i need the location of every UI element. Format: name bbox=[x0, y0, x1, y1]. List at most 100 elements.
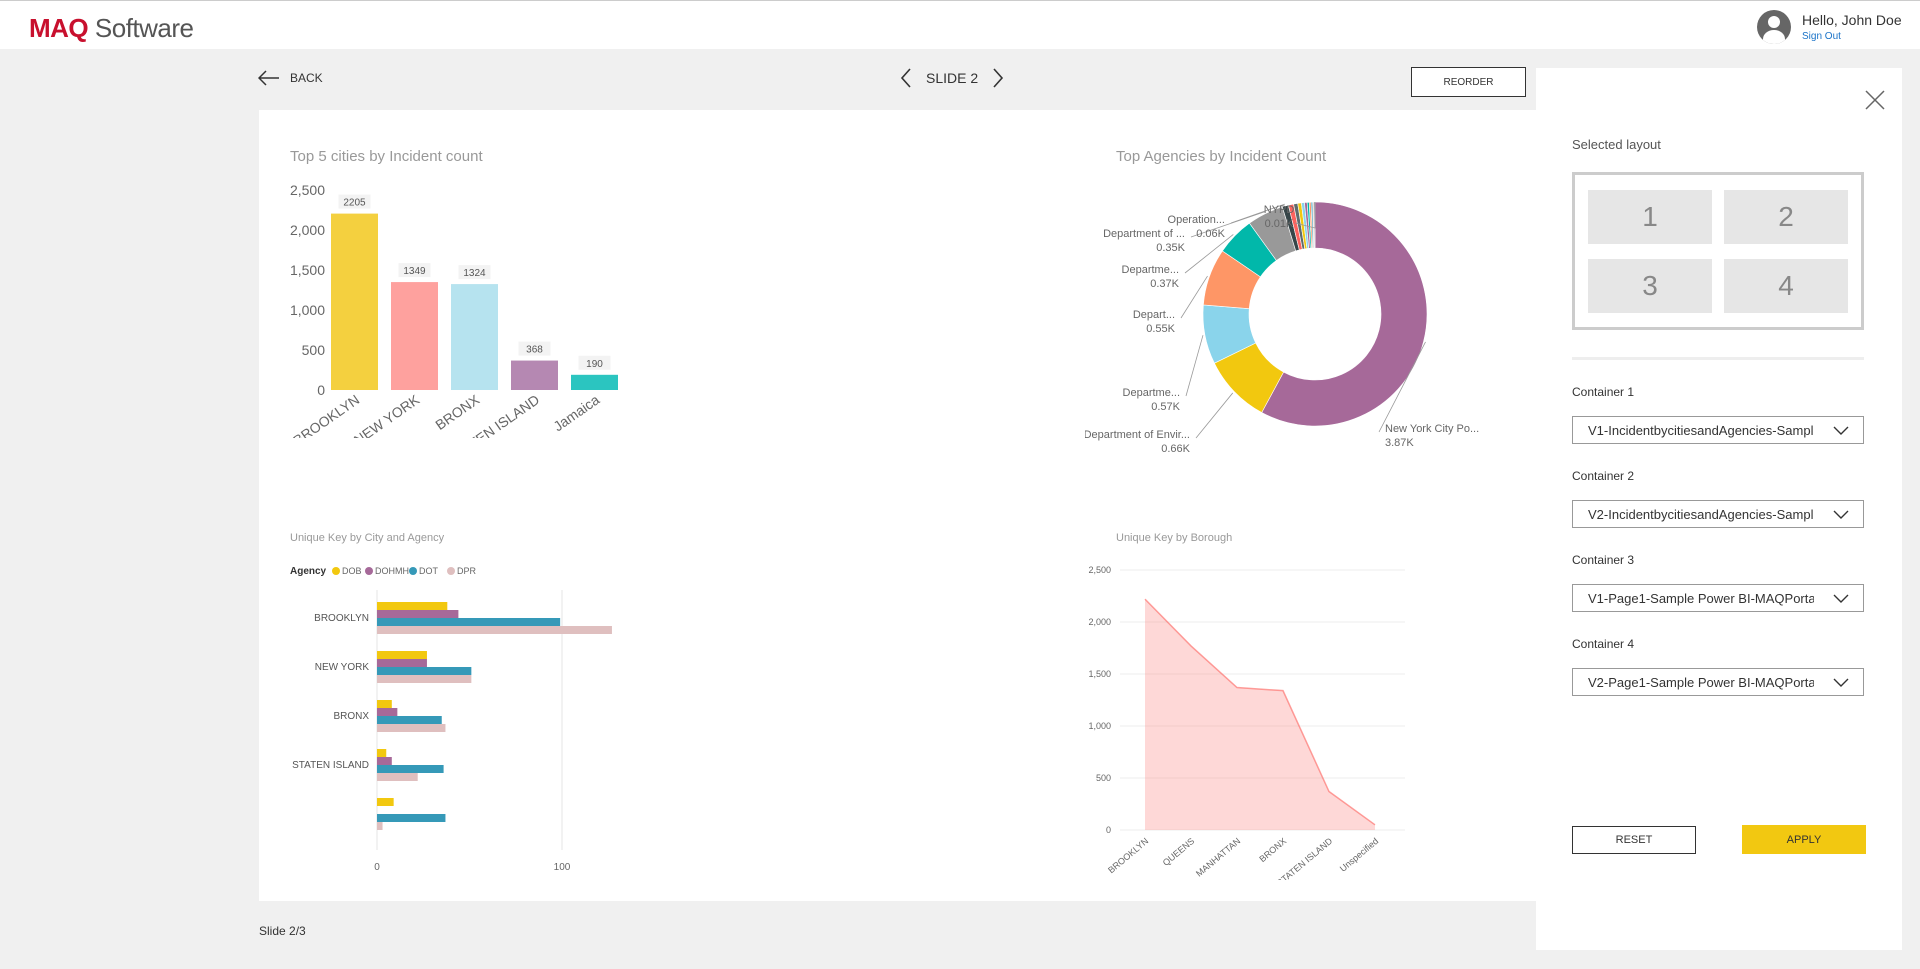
leader-line bbox=[1195, 392, 1234, 439]
x-tick-label: BRONX bbox=[432, 391, 483, 433]
back-button[interactable]: BACK bbox=[258, 68, 323, 88]
prev-slide-button[interactable] bbox=[900, 68, 912, 88]
chevron-down-icon bbox=[1833, 510, 1849, 519]
data-label-bg bbox=[338, 194, 371, 209]
bar bbox=[377, 675, 472, 683]
y-tick-label: 2,500 bbox=[290, 182, 325, 198]
layout-tile-1[interactable]: 1 bbox=[1588, 190, 1712, 244]
logo: MAQ Software bbox=[29, 13, 194, 43]
container-2-select[interactable]: V2-IncidentbycitiesandAgencies-Sample bbox=[1572, 500, 1864, 528]
data-label-bg bbox=[518, 341, 551, 356]
chevron-down-icon bbox=[1833, 594, 1849, 603]
slice-value: 0.35K bbox=[1156, 242, 1185, 254]
avatar[interactable] bbox=[1757, 10, 1791, 44]
leader-line bbox=[1184, 234, 1234, 274]
layout-tile-3[interactable]: 3 bbox=[1588, 259, 1712, 313]
bar bbox=[451, 284, 498, 390]
legend-title: Agency bbox=[290, 566, 327, 577]
x-tick-label: Jamaica bbox=[550, 391, 602, 434]
legend-label: DOHMH bbox=[375, 566, 409, 576]
y-tick-label: 1,000 bbox=[1088, 721, 1111, 731]
bar bbox=[377, 700, 392, 708]
x-tick-label: 100 bbox=[554, 862, 571, 873]
chevron-left-icon bbox=[900, 68, 911, 88]
slice-label: New York City Po... bbox=[1385, 423, 1479, 435]
bar bbox=[377, 716, 442, 724]
selected-layout-label: Selected layout bbox=[1572, 137, 1661, 152]
legend-label: DPR bbox=[457, 566, 477, 576]
container-4-select[interactable]: V2-Page1-Sample Power BI-MAQPortal bbox=[1572, 668, 1864, 696]
y-tick-label: 500 bbox=[1096, 773, 1111, 783]
back-label: BACK bbox=[290, 71, 323, 85]
container-1-label: Container 1 bbox=[1572, 385, 1635, 399]
slice-label: Departme... bbox=[1122, 264, 1179, 276]
close-button[interactable] bbox=[1865, 90, 1885, 110]
slice-label: NYPD bbox=[1264, 204, 1295, 216]
bar-chart: 0 500 1,000 1,500 2,000 2,500 2205 BROOKLYN 1349… bbox=[290, 182, 618, 438]
reorder-button[interactable]: REORDER bbox=[1411, 67, 1526, 97]
area-line bbox=[1144, 598, 1376, 826]
bar bbox=[377, 814, 446, 822]
hbar-chart: Agency DOB DOHMH DOT DPR 0 100 BROOKLYN NEW YORK… bbox=[290, 566, 612, 873]
leader-line bbox=[1180, 275, 1208, 319]
x-tick-label: BROOKLYN bbox=[290, 391, 362, 438]
bar bbox=[377, 708, 398, 716]
container-3-select[interactable]: V1-Page1-Sample Power BI-MAQPortal bbox=[1572, 584, 1864, 612]
data-label-bg bbox=[578, 355, 611, 370]
leader-line bbox=[1294, 202, 1316, 229]
x-tick-label: BRONX bbox=[1257, 836, 1288, 864]
legend-marker bbox=[365, 567, 373, 575]
chevron-down-icon bbox=[1833, 426, 1849, 435]
reset-button[interactable]: RESET bbox=[1572, 826, 1696, 854]
y-tick-label: 0 bbox=[317, 382, 325, 398]
layout-tile-4[interactable]: 4 bbox=[1724, 259, 1848, 313]
slide-label: SLIDE 2 bbox=[926, 70, 979, 86]
container-2-label: Container 2 bbox=[1572, 469, 1635, 483]
layout-tile-2[interactable]: 2 bbox=[1724, 190, 1848, 244]
slice-value: 0.06K bbox=[1196, 228, 1225, 240]
y-tick-label: 2,000 bbox=[290, 222, 325, 238]
bar bbox=[377, 773, 418, 781]
bar bbox=[377, 667, 472, 675]
bar bbox=[377, 610, 459, 618]
x-tick-label: NEW YORK bbox=[351, 391, 423, 438]
bar bbox=[391, 282, 438, 390]
next-slide-button[interactable] bbox=[992, 68, 1004, 88]
chevron-down-icon bbox=[1833, 678, 1849, 687]
chevron-right-icon bbox=[993, 68, 1004, 88]
x-tick-label: Unspecified bbox=[1338, 836, 1380, 874]
bar bbox=[571, 374, 618, 390]
slide-counter: Slide 2/3 bbox=[259, 924, 306, 938]
data-label-bg bbox=[458, 265, 491, 280]
bar bbox=[377, 724, 446, 732]
bar bbox=[331, 213, 378, 390]
donut-slice bbox=[1261, 201, 1428, 427]
x-tick-label: MANHATTAN bbox=[1194, 836, 1242, 879]
slice-value: 0.57K bbox=[1151, 401, 1180, 413]
area-chart-title: Unique Key by Borough bbox=[1116, 532, 1233, 544]
y-tick-label: 2,500 bbox=[1088, 565, 1111, 575]
sign-out-link[interactable]: Sign Out bbox=[1802, 31, 1841, 42]
bar bbox=[377, 618, 561, 626]
bar bbox=[377, 659, 427, 667]
bar bbox=[511, 360, 558, 390]
legend-label: DOB bbox=[342, 566, 362, 576]
slice-label: Department of ... bbox=[1103, 228, 1185, 240]
slice-label: Departme... bbox=[1123, 387, 1180, 399]
apply-button[interactable]: APPLY bbox=[1742, 825, 1866, 854]
slice-label: Department of Envir... bbox=[1085, 429, 1190, 441]
bar bbox=[377, 651, 427, 659]
bar bbox=[377, 765, 444, 773]
data-label-bg bbox=[398, 263, 431, 278]
hbar-chart-title: Unique Key by City and Agency bbox=[290, 532, 445, 544]
y-tick-label: NEW YORK bbox=[315, 662, 370, 673]
donut-chart-title: Top Agencies by Incident Count bbox=[1116, 148, 1327, 165]
slice-value: 0.01K bbox=[1265, 218, 1294, 230]
leader-line bbox=[1378, 341, 1426, 433]
container-1-select[interactable]: V1-IncidentbycitiesandAgencies-Sample bbox=[1572, 416, 1864, 444]
y-tick-label: 500 bbox=[302, 342, 326, 358]
leader-line bbox=[1230, 203, 1285, 224]
bar-chart-title: Top 5 cities by Incident count bbox=[290, 148, 483, 165]
bar bbox=[377, 822, 383, 830]
legend-marker bbox=[409, 567, 417, 575]
